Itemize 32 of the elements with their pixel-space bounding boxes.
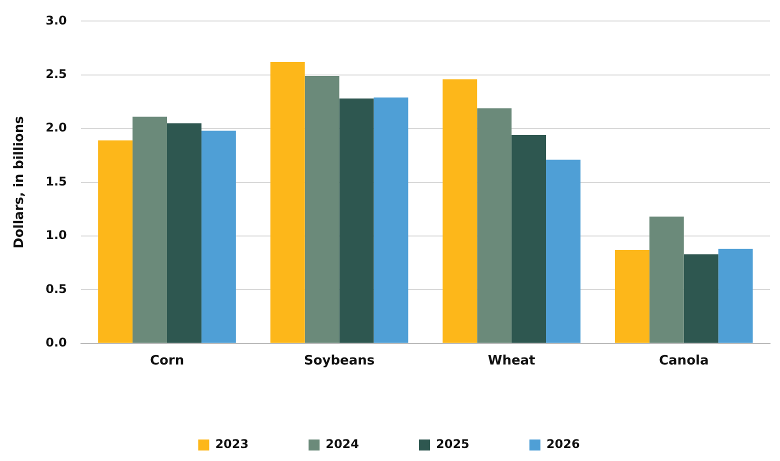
bar: [132, 116, 167, 343]
bar: [512, 135, 546, 343]
bar: [201, 130, 236, 343]
bar: [546, 160, 580, 343]
y-tick-label: 1.0: [46, 228, 67, 242]
legend-label: 2023: [215, 437, 249, 452]
y-tick-label: 3.0: [46, 13, 67, 28]
bar: [374, 97, 408, 343]
bar: [477, 108, 512, 343]
bar: [304, 76, 340, 343]
bar: [270, 62, 305, 343]
bar: [684, 254, 718, 343]
bar: [339, 98, 374, 343]
y-tick-label: 0.5: [46, 282, 67, 296]
x-tick-label: Wheat: [488, 354, 536, 369]
y-tick-label: 0.0: [46, 336, 67, 350]
bar: [649, 216, 684, 343]
bar: [614, 250, 650, 343]
y-axis-title: Dollars, in billions: [12, 116, 28, 248]
legend-label: 2024: [326, 437, 360, 452]
x-tick-label: Soybeans: [304, 354, 375, 369]
x-tick-label: Canola: [658, 354, 709, 369]
bar: [167, 123, 202, 343]
y-tick-label: 2.0: [46, 120, 67, 135]
bar: [718, 248, 753, 343]
legend-label: 2026: [546, 437, 580, 452]
bar: [98, 140, 133, 343]
y-tick-label: 2.5: [46, 67, 67, 82]
bar: [442, 79, 478, 343]
legend-label: 2025: [436, 437, 470, 452]
x-tick-label: Corn: [150, 354, 184, 369]
y-tick-label: 1.5: [46, 174, 67, 188]
